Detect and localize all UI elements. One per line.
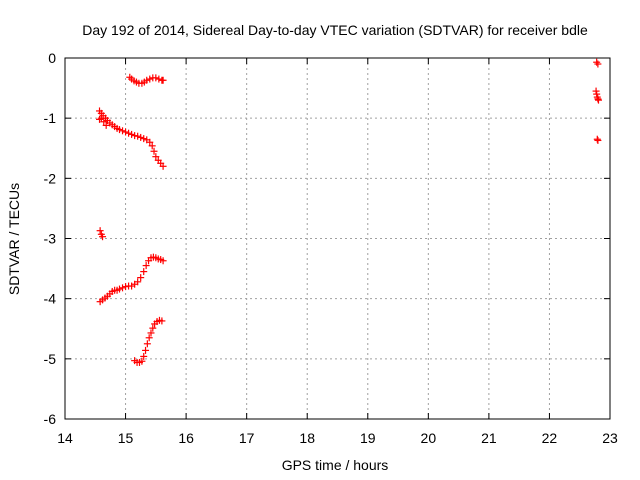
data-point	[148, 142, 156, 150]
data-point	[126, 73, 134, 81]
data-point	[147, 329, 155, 337]
data-point	[140, 268, 148, 276]
y-tick-label: -4	[44, 291, 57, 307]
data-point	[145, 334, 153, 342]
data-point	[143, 76, 151, 84]
y-tick-label: -1	[44, 110, 57, 126]
x-tick-label: 15	[118, 430, 134, 446]
chart-title: Day 192 of 2014, Sidereal Day-to-day VTE…	[82, 22, 588, 38]
data-point	[593, 135, 601, 143]
data-point	[128, 130, 136, 138]
data-point	[159, 76, 167, 84]
data-point	[152, 74, 160, 82]
x-tick-label: 19	[360, 430, 376, 446]
x-tick-label: 22	[542, 430, 558, 446]
grid-lines	[65, 58, 610, 419]
x-tick-label: 23	[602, 430, 618, 446]
data-point	[96, 227, 104, 235]
x-tick-label: 21	[481, 430, 497, 446]
data-point	[594, 95, 602, 103]
x-tick-label: 14	[57, 430, 73, 446]
data-points	[96, 58, 602, 366]
data-point	[116, 285, 123, 293]
x-tick-label: 18	[299, 430, 315, 446]
x-tick-label: 17	[239, 430, 255, 446]
data-point	[593, 58, 601, 66]
x-tick-label: 20	[421, 430, 437, 446]
data-point	[592, 87, 600, 95]
data-point	[137, 133, 145, 141]
y-tick-label: -2	[44, 170, 57, 186]
data-point	[149, 324, 157, 332]
data-point	[102, 121, 110, 129]
data-point	[137, 274, 145, 282]
data-point	[125, 129, 133, 137]
data-point	[142, 262, 150, 270]
data-point	[140, 352, 148, 360]
y-axis-label: SDTVAR / TECUs	[6, 183, 22, 295]
y-tick-label: 0	[48, 50, 56, 66]
data-point	[134, 132, 142, 140]
data-point	[594, 136, 602, 144]
data-point	[142, 346, 150, 354]
data-point	[134, 278, 142, 286]
data-point	[138, 357, 146, 365]
data-point	[594, 96, 602, 104]
data-point	[159, 162, 167, 170]
data-point	[593, 90, 601, 98]
x-tick-label: 16	[178, 430, 194, 446]
data-point	[150, 147, 158, 155]
data-point	[140, 135, 148, 143]
data-point	[100, 118, 108, 126]
y-tick-labels: 0 -1 -2 -3 -4 -5 -6	[44, 50, 57, 427]
data-point	[143, 340, 151, 348]
data-point	[119, 284, 127, 292]
data-point	[122, 283, 130, 291]
data-point	[122, 128, 130, 136]
data-point	[146, 75, 154, 83]
data-point	[146, 138, 154, 146]
x-axis-label: GPS time / hours	[282, 457, 389, 473]
data-point	[152, 153, 160, 161]
data-point	[155, 75, 163, 83]
data-point	[116, 126, 123, 134]
y-tick-label: -5	[44, 351, 57, 367]
axis-ticks	[64, 57, 611, 420]
data-point	[158, 317, 166, 325]
x-tick-labels: 14 15 16 17 18 19 20 21 22 23	[57, 430, 618, 446]
y-tick-label: -6	[44, 411, 57, 427]
y-tick-label: -3	[44, 231, 57, 247]
data-point	[99, 233, 107, 241]
data-point	[594, 60, 602, 68]
data-point	[159, 257, 167, 265]
data-point	[131, 132, 139, 140]
data-point	[119, 127, 127, 135]
data-point	[97, 114, 105, 122]
